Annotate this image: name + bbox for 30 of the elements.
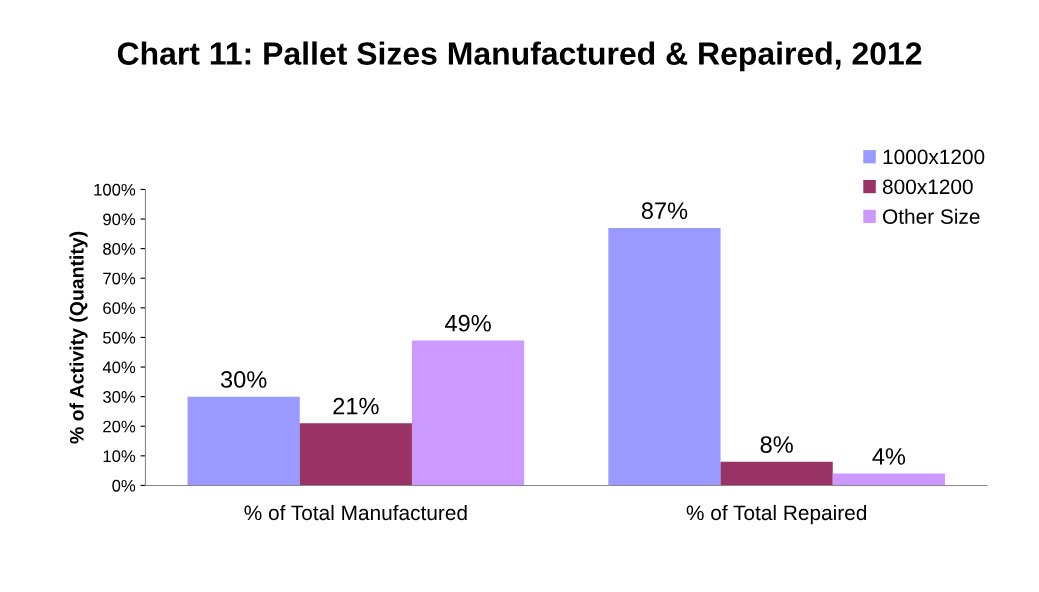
bar [608,227,721,486]
y-tick-label: 80% [103,243,136,255]
chart-title: Chart 11: Pallet Sizes Manufactured & Repaired, 2012 [117,41,922,72]
y-tick-label: 100% [94,183,136,196]
x-tick-label: % of Total Repaired [686,504,867,525]
y-tick-label: 70% [103,272,136,285]
legend-label: Other Size [883,208,980,224]
bar [411,340,525,486]
data-label: 4% [872,448,906,465]
legend-label: 1000x1200 [883,149,985,165]
data-label: 30% [220,371,267,388]
data-label: 87% [641,202,688,220]
y-axis-title: % of Activity (Quantity) [69,231,88,444]
y-tick-label: 10% [103,450,136,463]
x-tick-label: % of Total Manufactured [244,504,467,521]
legend-label: 800x1200 [882,179,973,195]
bar [832,473,945,486]
data-label: 21% [333,397,379,415]
y-tick-label: 50% [103,331,136,344]
y-tick-label: 0% [112,479,136,492]
y-tick-label: 20% [103,420,136,433]
bar [187,396,300,486]
y-tick-label: 30% [103,391,136,403]
y-tick-label: 60% [103,302,136,315]
y-tick-label: 90% [103,213,136,226]
bar [720,461,833,486]
data-label: 8% [760,436,793,453]
y-tick-label: 40% [102,361,136,374]
bar [299,423,412,486]
data-label: 49% [444,314,491,332]
